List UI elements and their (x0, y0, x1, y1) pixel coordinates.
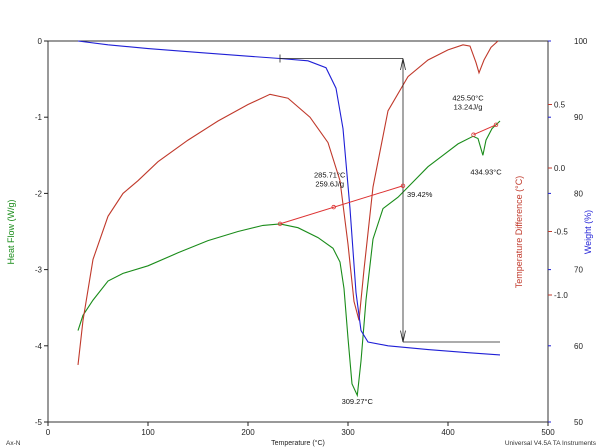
temperature-difference-line (77, 40, 499, 365)
heat-flow-tick-label: -4 (35, 342, 43, 351)
weight-tick-label: 70 (574, 266, 583, 275)
heat-flow-tick-label: -1 (35, 113, 43, 122)
temperature-tick-label: 300 (341, 428, 355, 437)
heat-flow-line (77, 120, 501, 398)
temperature-axis-ticks: 0 100 200 300 400 500 (46, 422, 555, 437)
footer-left: Ax-N (6, 440, 21, 447)
temperature-tick-label: 400 (441, 428, 455, 437)
second-onset-label: 425.50°C (452, 93, 484, 102)
baseline-marker (331, 204, 336, 210)
peak-temperature-label: 309.27°C (342, 397, 374, 406)
temperature-tick-label: 0 (46, 428, 51, 437)
second-peak-label: 434.93°C (470, 167, 502, 176)
y-axis-label-weight: Weight (%) (583, 210, 593, 254)
heat-flow-axis-ticks: 0 -1 -2 -3 -4 -5 (35, 37, 48, 427)
enthalpy-baseline (279, 185, 404, 225)
weight-line (77, 40, 501, 356)
temperature-difference-tick-label: 0.0 (554, 164, 566, 173)
second-baseline (473, 124, 497, 136)
series-layer (77, 40, 501, 398)
temperature-difference-tick-label: -0.5 (554, 228, 568, 237)
weight-step-arrow-bottom (400, 330, 406, 343)
baseline-marker (277, 221, 283, 227)
enthalpy-label: 259.6J/g (315, 180, 344, 189)
weight-tick-label: 50 (574, 418, 583, 427)
y-axis-label-temperature-difference: Temperature Difference (°C) (514, 176, 524, 288)
heat-flow-tick-label: -5 (35, 418, 43, 427)
temperature-difference-tick-label: 0.5 (554, 101, 566, 110)
heat-flow-tick-label: -2 (35, 189, 43, 198)
heat-flow-tick-label: 0 (38, 37, 43, 46)
temperature-tick-label: 100 (141, 428, 155, 437)
baseline-marker (471, 132, 476, 137)
footer-right: Universal V4.5A TA Instruments (505, 440, 597, 447)
second-enthalpy-label: 13.24J/g (454, 102, 483, 111)
baseline-marker (400, 183, 406, 188)
weight-step-arrow-top (400, 58, 406, 71)
temperature-difference-axis-ticks: 0.5 0.0 -0.5 -1.0 (548, 101, 568, 300)
weight-loss-label: 39.42% (407, 190, 433, 199)
weight-tick-label: 60 (574, 342, 583, 351)
x-axis-label: Temperature (°C) (271, 439, 325, 447)
weight-tick-label: 80 (574, 189, 583, 198)
temperature-tick-label: 500 (541, 428, 555, 437)
weight-tick-label: 100 (574, 37, 588, 46)
heat-flow-tick-label: -3 (35, 266, 43, 275)
baseline-marker (493, 122, 499, 128)
weight-axis-ticks: 100 90 80 70 60 50 (548, 37, 588, 427)
onset-temperature-label: 285.71°C (314, 171, 346, 180)
weight-tick-label: 90 (574, 113, 583, 122)
temperature-tick-label: 200 (241, 428, 255, 437)
y-axis-label-heat-flow: Heat Flow (W/g) (6, 199, 16, 264)
temperature-difference-tick-label: -1.0 (554, 291, 568, 300)
